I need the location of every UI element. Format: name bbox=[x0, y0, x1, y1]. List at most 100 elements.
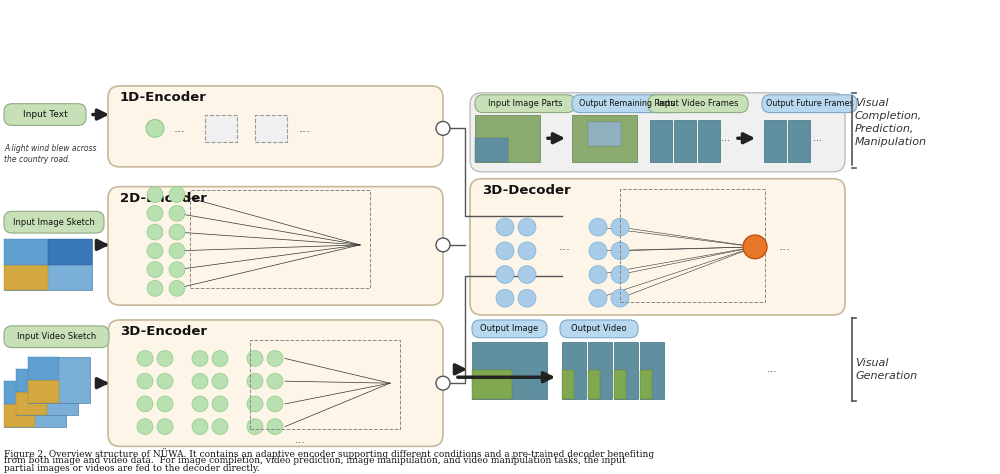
Text: ...: ... bbox=[295, 436, 305, 446]
Circle shape bbox=[137, 396, 153, 412]
Text: 2D-Encoder: 2D-Encoder bbox=[120, 191, 207, 205]
Text: 1D-Encoder: 1D-Encoder bbox=[120, 91, 207, 104]
FancyBboxPatch shape bbox=[650, 120, 672, 162]
Text: 3D-Encoder: 3D-Encoder bbox=[120, 325, 207, 338]
FancyBboxPatch shape bbox=[572, 95, 682, 113]
Text: ...: ... bbox=[559, 240, 571, 254]
Text: A light wind blew across
the country road.: A light wind blew across the country roa… bbox=[4, 144, 96, 164]
Circle shape bbox=[147, 281, 163, 296]
Circle shape bbox=[589, 218, 607, 236]
Circle shape bbox=[589, 242, 607, 260]
Circle shape bbox=[157, 351, 173, 366]
FancyBboxPatch shape bbox=[764, 120, 786, 162]
Circle shape bbox=[496, 265, 514, 283]
Circle shape bbox=[169, 281, 185, 296]
Circle shape bbox=[611, 289, 629, 307]
FancyBboxPatch shape bbox=[4, 381, 35, 404]
FancyBboxPatch shape bbox=[475, 95, 575, 113]
Circle shape bbox=[436, 238, 450, 252]
Circle shape bbox=[518, 289, 536, 307]
Circle shape bbox=[518, 242, 536, 260]
Circle shape bbox=[157, 396, 173, 412]
Circle shape bbox=[247, 396, 263, 412]
Circle shape bbox=[147, 205, 163, 221]
Circle shape bbox=[147, 224, 163, 240]
Circle shape bbox=[169, 262, 185, 277]
FancyBboxPatch shape bbox=[28, 380, 59, 403]
Circle shape bbox=[137, 374, 153, 389]
FancyBboxPatch shape bbox=[28, 357, 59, 380]
Text: Input Text: Input Text bbox=[23, 110, 67, 119]
Circle shape bbox=[496, 242, 514, 260]
Circle shape bbox=[169, 187, 185, 202]
Circle shape bbox=[247, 351, 263, 366]
Circle shape bbox=[137, 351, 153, 366]
Circle shape bbox=[589, 265, 607, 283]
Circle shape bbox=[611, 242, 629, 260]
Text: ...: ... bbox=[779, 240, 791, 254]
Circle shape bbox=[137, 419, 153, 435]
Text: Input Image Sketch: Input Image Sketch bbox=[13, 218, 95, 227]
Circle shape bbox=[436, 121, 450, 135]
FancyBboxPatch shape bbox=[4, 404, 35, 427]
Circle shape bbox=[611, 218, 629, 236]
Text: Output Video: Output Video bbox=[571, 324, 627, 333]
Circle shape bbox=[212, 351, 228, 366]
FancyBboxPatch shape bbox=[470, 93, 845, 172]
Circle shape bbox=[147, 262, 163, 277]
FancyBboxPatch shape bbox=[108, 320, 443, 447]
Circle shape bbox=[169, 224, 185, 240]
Circle shape bbox=[267, 374, 283, 389]
Text: Output Image: Output Image bbox=[480, 324, 539, 333]
FancyBboxPatch shape bbox=[108, 187, 443, 305]
Text: ...: ... bbox=[767, 365, 777, 374]
Circle shape bbox=[212, 374, 228, 389]
Text: Input Video Sketch: Input Video Sketch bbox=[17, 332, 96, 341]
Circle shape bbox=[611, 265, 629, 283]
FancyBboxPatch shape bbox=[472, 320, 547, 338]
Circle shape bbox=[589, 289, 607, 307]
FancyBboxPatch shape bbox=[788, 120, 810, 162]
Circle shape bbox=[192, 351, 208, 366]
FancyBboxPatch shape bbox=[16, 369, 47, 392]
Circle shape bbox=[247, 374, 263, 389]
FancyBboxPatch shape bbox=[560, 320, 638, 338]
Text: 3D-Decoder: 3D-Decoder bbox=[482, 184, 571, 197]
Circle shape bbox=[247, 419, 263, 435]
Circle shape bbox=[743, 235, 767, 259]
FancyBboxPatch shape bbox=[108, 86, 443, 167]
FancyBboxPatch shape bbox=[698, 120, 720, 162]
Circle shape bbox=[518, 218, 536, 236]
FancyBboxPatch shape bbox=[475, 115, 540, 162]
Circle shape bbox=[267, 419, 283, 435]
Circle shape bbox=[212, 396, 228, 412]
Circle shape bbox=[147, 243, 163, 259]
Circle shape bbox=[147, 187, 163, 202]
FancyBboxPatch shape bbox=[4, 326, 109, 347]
FancyBboxPatch shape bbox=[614, 342, 638, 399]
Text: ...: ... bbox=[174, 122, 186, 135]
FancyBboxPatch shape bbox=[4, 104, 86, 126]
FancyBboxPatch shape bbox=[572, 115, 637, 162]
FancyBboxPatch shape bbox=[562, 342, 586, 399]
Circle shape bbox=[192, 419, 208, 435]
Text: from both image and video data.  For image completion, video prediction, image m: from both image and video data. For imag… bbox=[4, 456, 626, 465]
FancyBboxPatch shape bbox=[28, 357, 90, 403]
Circle shape bbox=[496, 218, 514, 236]
Text: ...: ... bbox=[814, 133, 822, 143]
FancyBboxPatch shape bbox=[4, 239, 92, 291]
Circle shape bbox=[267, 351, 283, 366]
FancyBboxPatch shape bbox=[4, 211, 104, 233]
FancyBboxPatch shape bbox=[674, 120, 696, 162]
Circle shape bbox=[146, 119, 164, 137]
Text: Output Remaining Parts: Output Remaining Parts bbox=[579, 99, 675, 108]
FancyBboxPatch shape bbox=[16, 392, 47, 415]
Text: partial images or videos are fed to the decoder directly.: partial images or videos are fed to the … bbox=[4, 464, 260, 473]
FancyBboxPatch shape bbox=[16, 369, 78, 415]
FancyBboxPatch shape bbox=[588, 122, 621, 146]
FancyBboxPatch shape bbox=[648, 95, 748, 113]
Text: Output Future Frames: Output Future Frames bbox=[766, 99, 853, 108]
Circle shape bbox=[157, 419, 173, 435]
FancyBboxPatch shape bbox=[640, 342, 664, 399]
FancyBboxPatch shape bbox=[562, 370, 574, 399]
